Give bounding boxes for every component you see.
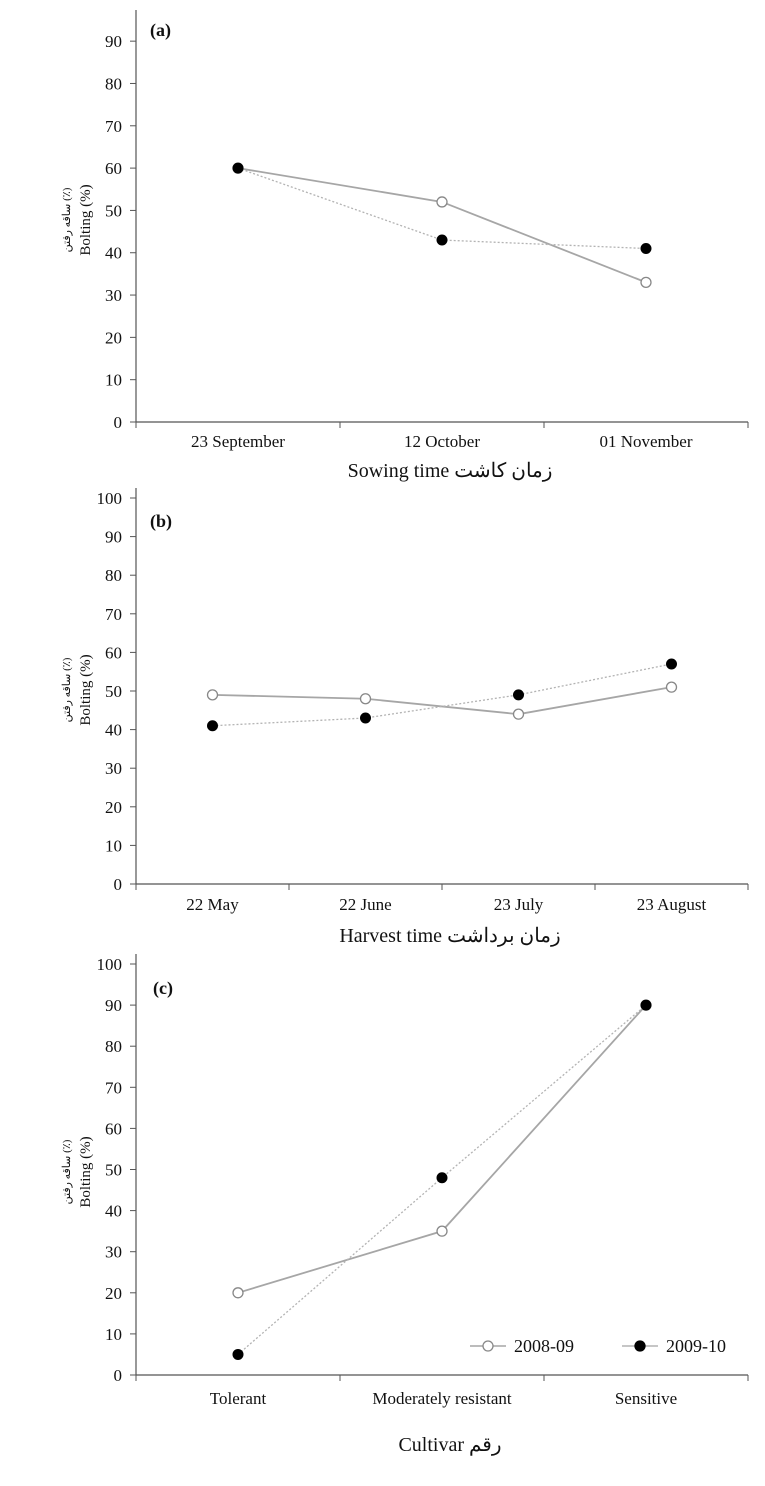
data-point-2008-09 [359, 693, 372, 705]
x-tick-label: 12 October [404, 432, 480, 451]
data-point-2009-10 [232, 1348, 244, 1360]
y-tick-label: 60 [105, 159, 122, 178]
panel-label: (c) [153, 978, 173, 999]
data-point-2009-10 [666, 658, 677, 670]
y-tick-label: 30 [105, 759, 122, 778]
data-point-2009-10 [360, 712, 371, 724]
x-tick-label: 23 September [191, 432, 285, 451]
data-point-2008-09 [436, 1225, 448, 1237]
data-point-2008-09 [436, 196, 448, 208]
y-tick-label: 100 [97, 955, 123, 974]
data-point-2008-09 [206, 689, 219, 701]
x-tick-label: 22 June [339, 895, 391, 914]
data-point-2008-09 [232, 1287, 244, 1299]
series-line-2008-09 [237, 167, 647, 284]
y-axis-title-group: Bolting (%) ساقه رفتن (٪) [61, 1136, 94, 1207]
x-tick-label: 23 August [637, 895, 707, 914]
data-point-2009-10 [640, 999, 652, 1011]
y-tick-label: 0 [114, 875, 123, 894]
y-axis-title-group: Bolting (%) ساقه رفتن (٪) [61, 654, 94, 725]
y-tick-label: 40 [105, 1202, 122, 1221]
x-tick-label: Tolerant [210, 1389, 267, 1408]
y-tick-label: 50 [105, 201, 122, 220]
y-axis-title-persian: ساقه رفتن (٪) [61, 1139, 73, 1204]
y-tick-label: 30 [105, 286, 122, 305]
series-line-2008-09 [237, 1004, 647, 1294]
y-tick-label: 40 [105, 244, 122, 263]
y-tick-label: 20 [105, 1284, 122, 1303]
x-tick-label: 01 November [599, 432, 692, 451]
y-tick-label: 60 [105, 643, 122, 662]
y-tick-label: 10 [105, 1325, 122, 1344]
y-axis-title: Bolting (%) [78, 654, 94, 725]
y-tick-label: 90 [105, 996, 122, 1015]
x-tick-label: 23 July [494, 895, 544, 914]
y-tick-label: 20 [105, 328, 122, 347]
y-axis-title-persian: ساقه رفتن (٪) [61, 657, 73, 722]
data-point-2009-10 [232, 162, 244, 174]
series-line-2008-09 [212, 686, 672, 716]
y-tick-label: 10 [105, 836, 122, 855]
legend: 2008-09 2009-10 [470, 1336, 726, 1356]
data-point-2008-09 [665, 681, 678, 693]
y-tick-label: 10 [105, 371, 122, 390]
y-tick-label: 30 [105, 1243, 122, 1262]
x-axis-title: Cultivar رقم [398, 1434, 501, 1456]
legend-marker [634, 1340, 646, 1352]
y-tick-label: 90 [105, 32, 122, 51]
y-tick-label: 80 [105, 566, 122, 585]
y-tick-label: 70 [105, 605, 122, 624]
panel-b: 0 10 20 30 40 50 60 70 80 90 100 22 May 22 June 23 Ju… [61, 488, 749, 947]
x-axis-title: Harvest time زمان برداشت [339, 925, 560, 947]
data-point-2009-10 [207, 720, 218, 732]
panel-label: (b) [150, 511, 172, 532]
data-point-2008-09 [512, 708, 525, 720]
data-point-2009-10 [436, 234, 448, 246]
x-axis-title: Sowing time زمان کاشت [348, 460, 553, 482]
data-point-2009-10 [640, 243, 652, 255]
y-tick-label: 50 [105, 1161, 122, 1180]
y-axis-title-persian: ساقه رفتن (٪) [61, 187, 73, 252]
panel-c: 0 10 20 30 40 50 60 70 80 90 100 Tolerant Moderately… [61, 954, 749, 1456]
y-tick-label: 70 [105, 117, 122, 136]
y-tick-label: 60 [105, 1119, 122, 1138]
y-tick-label: 70 [105, 1078, 122, 1097]
y-tick-label: 90 [105, 528, 122, 547]
x-tick-label: Moderately resistant [372, 1389, 512, 1408]
legend-marker [482, 1340, 494, 1352]
y-tick-label: 80 [105, 1037, 122, 1056]
y-tick-label: 40 [105, 721, 122, 740]
panel-a: 0 10 20 30 40 50 60 70 80 90 23 September 12 Octobe… [61, 10, 749, 482]
legend-label: 2008-09 [514, 1336, 574, 1356]
series-line-2009-10 [212, 663, 672, 727]
legend-label: 2009-10 [666, 1336, 726, 1356]
y-tick-label: 0 [114, 413, 123, 432]
data-point-2009-10 [436, 1172, 448, 1184]
y-tick-label: 20 [105, 798, 122, 817]
x-tick-label: Sensitive [615, 1389, 677, 1408]
y-axis-title: Bolting (%) [78, 184, 94, 255]
y-tick-label: 100 [97, 489, 123, 508]
data-point-2009-10 [513, 689, 524, 701]
y-tick-label: 80 [105, 74, 122, 93]
data-point-2008-09 [640, 276, 652, 289]
y-tick-label: 0 [114, 1366, 123, 1385]
panel-label: (a) [150, 20, 171, 41]
y-axis-title: Bolting (%) [78, 1136, 94, 1207]
x-tick-label: 22 May [186, 895, 239, 914]
y-axis-title-group: Bolting (%) ساقه رفتن (٪) [61, 184, 94, 255]
y-tick-label: 50 [105, 682, 122, 701]
